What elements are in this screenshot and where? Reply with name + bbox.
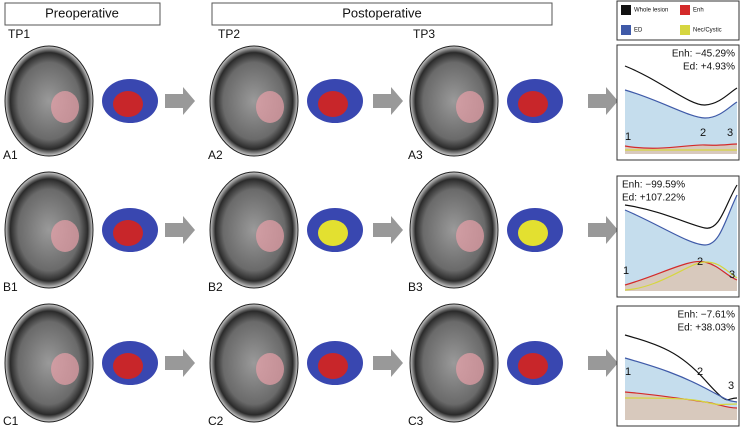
mri-slice <box>409 45 499 157</box>
header-box <box>4 2 161 26</box>
mri-slice <box>209 171 299 289</box>
legend-label: Enh <box>693 8 704 14</box>
timepoint-number: 1 <box>625 131 631 143</box>
arrow <box>165 349 195 377</box>
curve <box>624 65 738 106</box>
legend-swatch <box>680 25 690 35</box>
arrow <box>588 216 618 244</box>
mri-slice <box>409 303 499 423</box>
panel-label: A1 <box>3 148 18 162</box>
panel-label: A3 <box>408 148 423 162</box>
lesion-overlay <box>456 353 484 385</box>
legend-swatch <box>621 25 631 35</box>
lesion-overlay <box>256 220 284 252</box>
panel-label: B1 <box>3 280 18 294</box>
render-core <box>518 91 548 117</box>
curve <box>624 184 738 229</box>
header-box <box>211 2 553 26</box>
timepoint-label: TP3 <box>413 27 435 41</box>
arrow <box>165 87 195 115</box>
lesion-overlay <box>456 220 484 252</box>
arrow <box>588 349 618 377</box>
arrow <box>165 216 195 244</box>
arrow <box>373 216 403 244</box>
panel-label: B3 <box>408 280 423 294</box>
timepoint-number: 1 <box>625 366 631 378</box>
panel-label: B2 <box>208 280 223 294</box>
mri-slice <box>4 45 94 157</box>
curve <box>624 357 738 403</box>
arrow <box>373 349 403 377</box>
timepoint-label: TP1 <box>8 27 30 41</box>
render-core <box>318 91 348 117</box>
render-core <box>113 91 143 117</box>
ed-change: Ed: +4.93% <box>683 62 735 73</box>
render-core <box>518 353 548 379</box>
render-core <box>113 220 143 246</box>
timepoint-label: TP2 <box>218 27 240 41</box>
render-core <box>318 353 348 379</box>
enh-area <box>625 144 737 154</box>
enh-change: Enh: −7.61% <box>677 310 735 321</box>
timepoint-number: 2 <box>697 366 703 378</box>
header: Postoperative <box>342 5 422 20</box>
timepoint-number: 3 <box>728 380 734 392</box>
mri-slice <box>409 171 499 289</box>
legend-swatch <box>680 5 690 15</box>
curve <box>624 261 738 291</box>
legend-box <box>616 0 740 41</box>
enh-change: Enh: −99.59% <box>622 180 685 191</box>
header: Preoperative <box>45 5 119 20</box>
arrow <box>373 87 403 115</box>
timepoint-number: 3 <box>729 269 735 281</box>
timepoint-number: 1 <box>623 265 629 277</box>
render-core <box>113 353 143 379</box>
mri-slice <box>209 45 299 157</box>
timepoint-number: 3 <box>727 127 733 139</box>
legend-label: Nec/Cystic <box>693 28 722 34</box>
ed-change: Ed: +107.22% <box>622 193 685 204</box>
mri-slice <box>209 303 299 423</box>
lesion-overlay <box>256 353 284 385</box>
lesion-overlay <box>51 91 79 123</box>
mri-slice <box>4 171 94 289</box>
legend-swatch <box>621 5 631 15</box>
curve <box>624 397 738 406</box>
lesion-overlay <box>256 91 284 123</box>
mri-slice <box>4 303 94 423</box>
timepoint-number: 2 <box>700 127 706 139</box>
curve <box>624 143 738 149</box>
panel-label: C1 <box>3 414 19 428</box>
lesion-overlay <box>51 353 79 385</box>
curve <box>624 334 738 401</box>
timepoint-number: 2 <box>697 256 703 268</box>
ed-area <box>625 90 737 154</box>
arrow <box>588 87 618 115</box>
enh-change: Enh: −45.29% <box>672 49 735 60</box>
legend-label: ED <box>634 28 643 34</box>
panel-label: C3 <box>408 414 424 428</box>
enh-area <box>625 392 737 420</box>
lesion-overlay <box>51 220 79 252</box>
render-core <box>518 220 548 246</box>
panel-label: A2 <box>208 148 223 162</box>
lesion-overlay <box>456 91 484 123</box>
legend-label: Whole lesion <box>634 8 668 14</box>
curve <box>624 89 738 119</box>
curve <box>624 194 738 246</box>
panel-label: C2 <box>208 414 224 428</box>
render-core <box>318 220 348 246</box>
ed-change: Ed: +38.03% <box>677 323 735 334</box>
